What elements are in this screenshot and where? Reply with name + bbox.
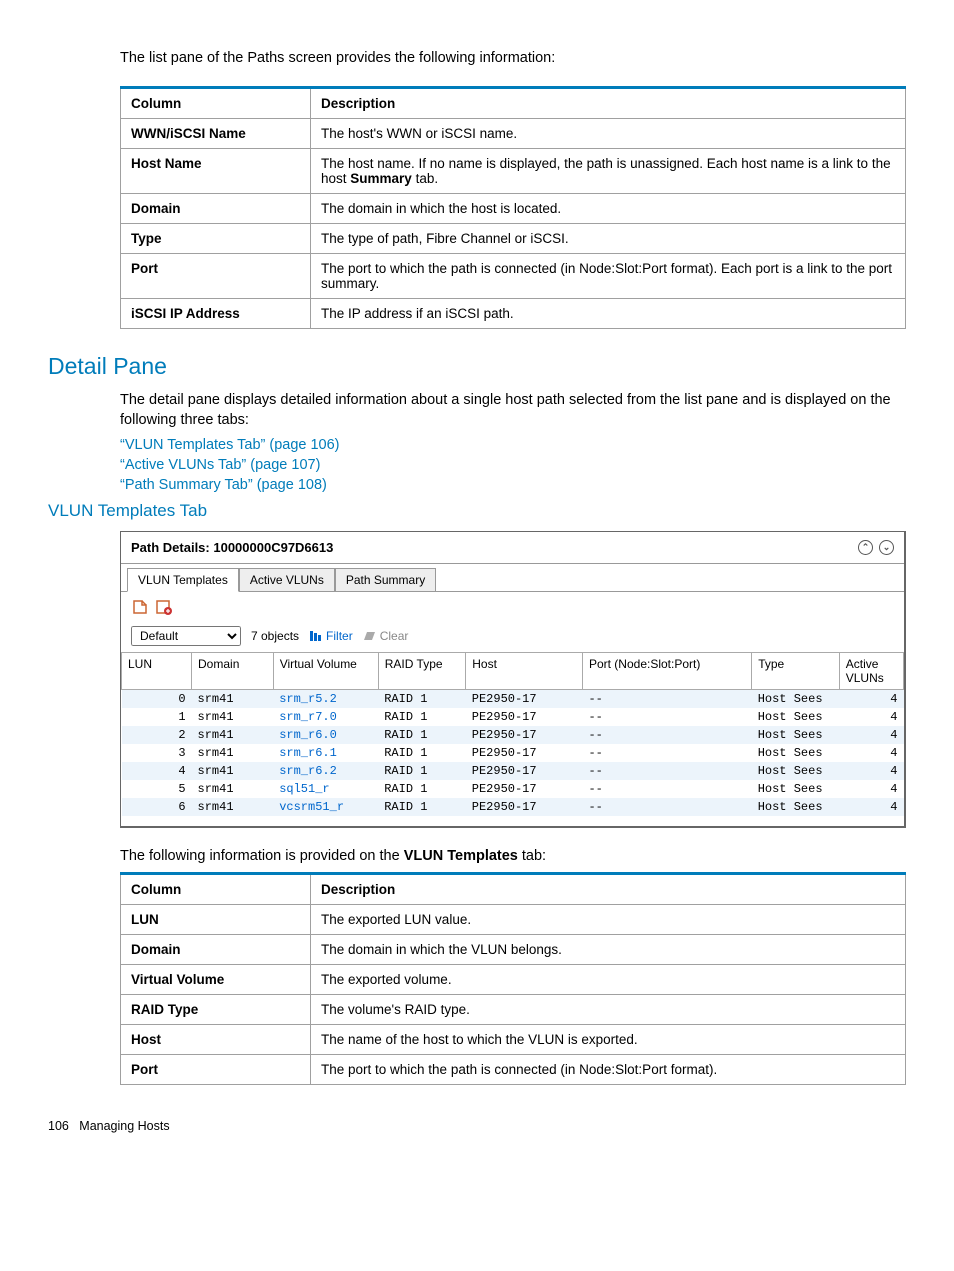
link-path-summary[interactable]: “Path Summary Tab” (page 108) [120,477,906,493]
detail-pane-heading: Detail Pane [48,353,906,380]
grid-row[interactable]: 2srm41srm_r6.0RAID 1PE2950-17--Host Sees… [122,726,904,744]
page-footer: 106 Managing Hosts [48,1119,906,1133]
objects-count: 7 objects [251,629,299,643]
grid-row[interactable]: 0srm41srm_r5.2RAID 1PE2950-17--Host Sees… [122,689,904,708]
column-name: LUN [121,904,311,934]
vlun-columns-table: Column Description LUNThe exported LUN v… [120,872,906,1085]
grid-row[interactable]: 1srm41srm_r7.0RAID 1PE2950-17--Host Sees… [122,708,904,726]
column-desc: The name of the host to which the VLUN i… [311,1024,906,1054]
tab-row: VLUN Templates Active VLUNs Path Summary [121,564,904,592]
column-desc: The port to which the path is connected … [311,254,906,299]
column-name: Virtual Volume [121,964,311,994]
tool-icon-2[interactable] [155,598,173,616]
column-name: Host Name [121,149,311,194]
grid-row[interactable]: 5srm41sql51_rRAID 1PE2950-17--Host Sees4 [122,780,904,798]
grid-column-header[interactable]: Virtual Volume [273,652,378,689]
col-header: Column [121,88,311,119]
tool-icon-1[interactable] [131,598,149,616]
column-desc: The volume's RAID type. [311,994,906,1024]
panel-title: Path Details: 10000000C97D6613 [131,540,333,555]
column-name: RAID Type [121,994,311,1024]
column-desc: The IP address if an iSCSI path. [311,299,906,329]
column-name: iSCSI IP Address [121,299,311,329]
column-desc: The domain in which the host is located. [311,194,906,224]
post-panel-text: The following information is provided on… [120,846,906,866]
collapse-up-icon[interactable]: ⌃ [858,540,873,555]
page-number: 106 [48,1119,69,1133]
grid-row[interactable]: 3srm41srm_r6.1RAID 1PE2950-17--Host Sees… [122,744,904,762]
column-desc: The port to which the path is connected … [311,1054,906,1084]
grid-column-header[interactable]: Port (Node:Slot:Port) [582,652,751,689]
collapse-down-icon[interactable]: ⌄ [879,540,894,555]
clear-button[interactable]: Clear [363,629,409,643]
link-vlun-templates[interactable]: “VLUN Templates Tab” (page 106) [120,437,906,453]
tab-path-summary[interactable]: Path Summary [335,568,436,591]
detail-pane-text: The detail pane displays detailed inform… [120,390,906,431]
column-desc: The exported volume. [311,964,906,994]
column-desc: The host's WWN or iSCSI name. [311,119,906,149]
desc-header: Description [311,88,906,119]
view-dropdown[interactable]: Default [131,626,241,646]
column-name: Host [121,1024,311,1054]
footer-text: Managing Hosts [79,1119,169,1133]
vlun-data-grid: LUNDomainVirtual VolumeRAID TypeHostPort… [121,652,904,816]
grid-row[interactable]: 4srm41srm_r6.2RAID 1PE2950-17--Host Sees… [122,762,904,780]
tab-active-vluns[interactable]: Active VLUNs [239,568,335,591]
grid-column-header[interactable]: Active VLUNs [839,652,903,689]
col-header: Column [121,873,311,904]
column-desc: The type of path, Fibre Channel or iSCSI… [311,224,906,254]
grid-column-header[interactable]: Type [752,652,840,689]
column-desc: The exported LUN value. [311,904,906,934]
link-active-vluns[interactable]: “Active VLUNs Tab” (page 107) [120,457,906,473]
grid-column-header[interactable]: Domain [192,652,274,689]
column-desc: The domain in which the VLUN belongs. [311,934,906,964]
grid-column-header[interactable]: Host [466,652,583,689]
grid-row[interactable]: 6srm41vcsrm51_rRAID 1PE2950-17--Host See… [122,798,904,816]
column-name: Domain [121,194,311,224]
desc-header: Description [311,873,906,904]
grid-column-header[interactable]: LUN [122,652,192,689]
vlun-templates-heading: VLUN Templates Tab [48,501,906,521]
column-desc: The host name. If no name is displayed, … [311,149,906,194]
grid-column-header[interactable]: RAID Type [378,652,466,689]
column-name: Type [121,224,311,254]
path-details-panel: Path Details: 10000000C97D6613 ⌃ ⌄ VLUN … [120,531,906,828]
tab-vlun-templates[interactable]: VLUN Templates [127,568,239,592]
filter-button[interactable]: Filter [309,629,353,643]
column-name: Port [121,254,311,299]
column-name: Port [121,1054,311,1084]
intro-text: The list pane of the Paths screen provid… [120,50,906,66]
column-name: Domain [121,934,311,964]
column-name: WWN/iSCSI Name [121,119,311,149]
paths-columns-table: Column Description WWN/iSCSI NameThe hos… [120,86,906,329]
